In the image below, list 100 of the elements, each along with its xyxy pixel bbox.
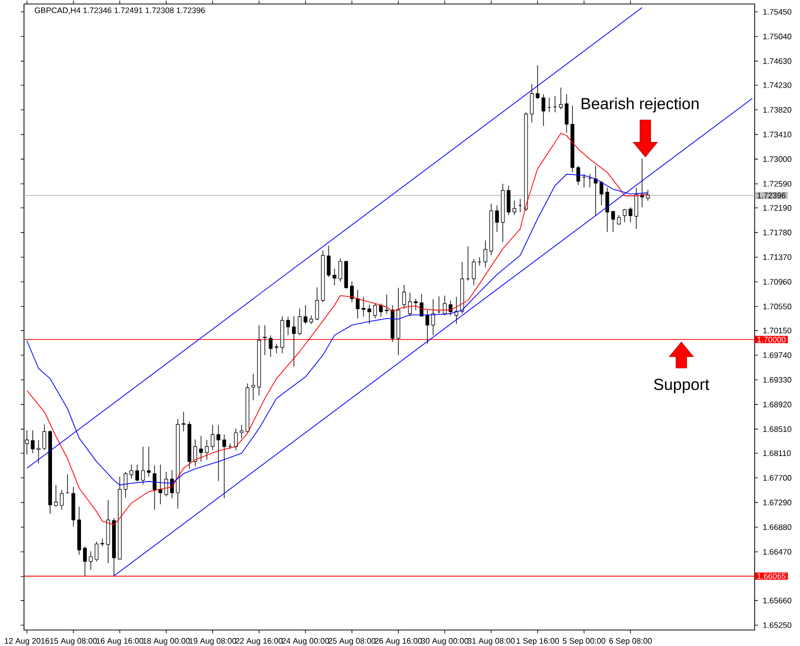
y-tick-label: 1.70960 (763, 278, 792, 285)
x-tick-label: 5 Sep 00:00 (562, 638, 606, 646)
x-tick-label: 15 Aug 08:00 (50, 638, 97, 646)
candlestick (94, 541, 98, 562)
candlestick (315, 286, 319, 321)
candlestick (622, 208, 627, 223)
y-tick-label: 1.71370 (763, 254, 792, 260)
candlestick (60, 490, 64, 510)
candlestick (518, 198, 522, 212)
y-tick-label: 1.67290 (763, 500, 792, 506)
y-tick-label: 1.75450 (763, 8, 792, 15)
x-tick-label: 26 Aug 16:00 (374, 638, 422, 646)
candlestick (605, 187, 610, 232)
candlestick (216, 424, 220, 482)
y-tick-label: 1.66470 (763, 548, 792, 555)
candlestick (210, 424, 214, 451)
candlestick (628, 206, 632, 223)
x-tick-label: 30 Aug 00:00 (421, 638, 468, 646)
candlestick (408, 292, 412, 316)
x-tick-label: 18 Aug 00:00 (143, 638, 190, 646)
y-tick-label: 1.71780 (763, 230, 792, 236)
y-tick-label: 1.68110 (763, 450, 791, 456)
annotation: Bearish rejection (582, 98, 699, 112)
candlestick (88, 550, 93, 570)
candlestick (484, 240, 488, 268)
candlestick (362, 296, 366, 318)
ref-line-label: 1.70000 (758, 336, 786, 342)
y-tick-label: 1.68510 (763, 426, 792, 432)
candlestick (367, 304, 372, 324)
candlestick (634, 187, 638, 230)
x-tick-label: 31 Aug 08:00 (468, 638, 515, 646)
candlestick (530, 84, 534, 123)
candlestick (251, 373, 256, 401)
ref-line-label: 1.72396 (758, 192, 786, 198)
ref-line-label: 1.66065 (758, 573, 786, 580)
candlestick (182, 411, 186, 432)
candlestick (448, 300, 452, 316)
candlestick (558, 87, 563, 110)
y-tick-label: 1.70150 (763, 328, 792, 334)
candlestick (542, 94, 546, 126)
y-tick-label: 1.68920 (763, 402, 792, 408)
candlestick (506, 185, 510, 216)
y-tick-label: 1.73410 (763, 132, 792, 138)
candlestick (495, 205, 499, 232)
candlestick (268, 334, 273, 358)
candlestick (373, 303, 377, 319)
x-tick-label: 6 Sep 08:00 (609, 638, 652, 646)
candlestick (141, 446, 145, 485)
candlestick (379, 303, 383, 318)
candlestick (536, 64, 540, 100)
candlestick (152, 464, 156, 510)
y-tick-label: 1.69740 (763, 352, 792, 358)
candlestick (36, 440, 40, 464)
candlestick (274, 343, 278, 354)
x-tick-label: 25 Aug 08:00 (328, 638, 376, 646)
y-tick-label: 1.65660 (763, 598, 792, 604)
candlestick (30, 430, 35, 454)
candlestick (124, 472, 128, 498)
y-tick-label: 1.65250 (763, 622, 792, 628)
candlestick (240, 424, 244, 438)
y-tick-label: 1.75040 (763, 34, 792, 40)
candlestick (199, 435, 203, 462)
x-tick-label: 12 Aug 2016 (4, 638, 50, 646)
candlestick (611, 210, 615, 232)
candlestick (600, 180, 604, 206)
candlestick (234, 428, 238, 451)
candlestick (130, 464, 134, 479)
candlestick (304, 304, 308, 324)
candlestick (170, 470, 174, 499)
candlestick (298, 308, 302, 336)
x-tick-label: 19 Aug 08:00 (189, 638, 236, 646)
candlestick (222, 434, 226, 499)
candlestick (472, 258, 476, 286)
chart-title: GBPCAD,H4 1.72346 1.72491 1.72308 1.72396 (34, 7, 205, 14)
candlestick (350, 280, 354, 303)
y-tick-label: 1.74230 (763, 82, 792, 88)
y-tick-label: 1.73820 (763, 107, 792, 113)
y-tick-label: 1.67700 (763, 475, 792, 481)
candlestick (332, 268, 336, 286)
candlestick (564, 94, 568, 134)
candlestick (42, 424, 46, 451)
candlestick (204, 440, 209, 460)
candlestick (286, 316, 290, 336)
candlestick (512, 200, 516, 216)
candlestick (454, 296, 458, 324)
candlestick (54, 484, 58, 508)
candlestick (646, 189, 650, 201)
x-tick-label: 16 Aug 16:00 (96, 638, 144, 646)
y-tick-label: 1.70550 (763, 304, 792, 310)
y-tick-label: 1.72190 (763, 205, 792, 211)
x-tick-label: 1 Sep 16:00 (516, 638, 559, 646)
y-tick-label: 1.72590 (763, 180, 792, 187)
candlestick (83, 546, 87, 576)
x-tick-label: 24 Aug 00:00 (282, 638, 329, 646)
candlestick (402, 284, 406, 310)
y-tick-label: 1.74630 (763, 58, 792, 64)
candlestick (384, 294, 389, 314)
annotation: Support (654, 378, 710, 394)
y-tick-label: 1.73000 (763, 156, 792, 162)
y-tick-label: 1.69330 (763, 377, 792, 383)
